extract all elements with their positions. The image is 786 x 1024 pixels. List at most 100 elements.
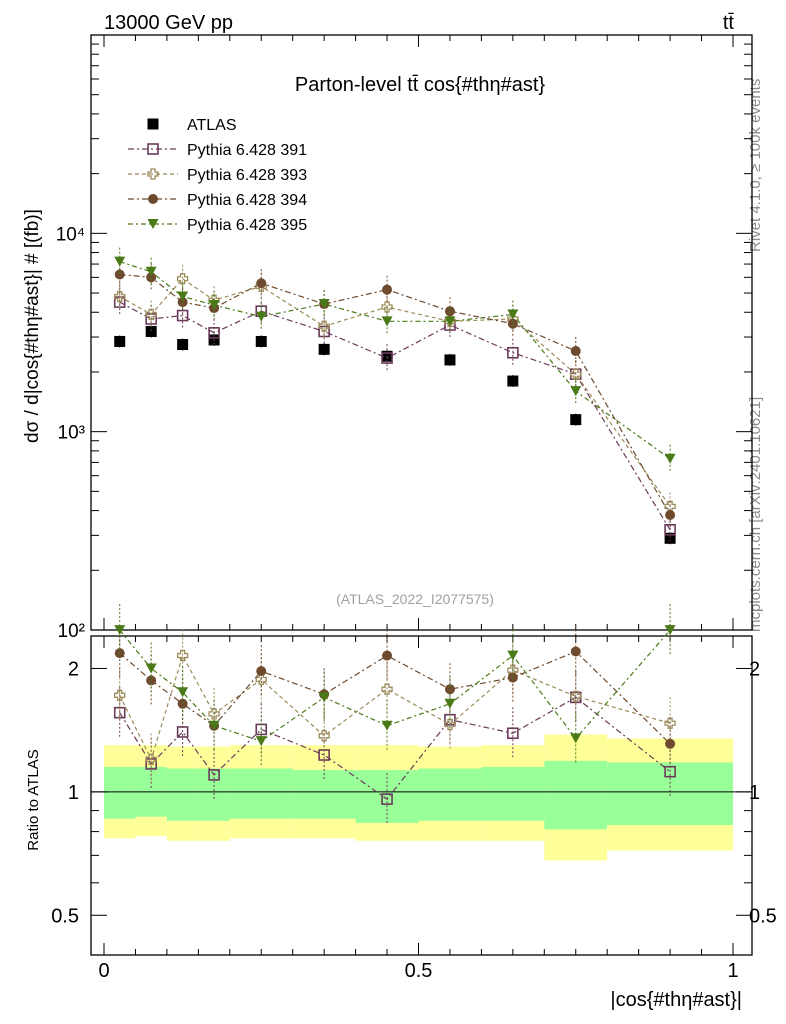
ratio-y-axis-label: Ratio to ATLAS [25, 749, 42, 850]
marker-open-square [381, 793, 393, 805]
marker-open-cross [147, 168, 159, 180]
marker-open-cross [114, 689, 126, 701]
marker-open-cross [145, 753, 157, 766]
ratio-tick-label-left: 0.5 [51, 905, 79, 927]
marker-open-square [507, 727, 519, 740]
series-line-main [119, 277, 671, 507]
band-inner-8 [481, 766, 545, 821]
ratio-tick-label-right: 2 [749, 658, 760, 680]
header-right: tt̄ [723, 12, 735, 34]
main-frame [90, 34, 753, 631]
marker-open-cross [176, 273, 189, 285]
rivet-label: Rivet 4.1.0, ≥ 100k events [747, 79, 764, 252]
marker-open-cross [664, 717, 676, 729]
series-layer [113, 247, 676, 826]
marker-filled-triangle [208, 720, 220, 731]
band-inner-0 [104, 766, 136, 819]
y-tick-label: 10² [58, 621, 85, 642]
legend: ATLAS Pythia 6.428 391 Pythia 6.428 393 Pyt… [128, 117, 307, 234]
ratio-tick-label-right: 0.5 [749, 905, 777, 927]
ratio-tick-label-left: 2 [68, 658, 79, 680]
marker-filled-triangle [255, 311, 267, 322]
marker-filled-triangle [664, 453, 676, 464]
band-inner-4 [229, 768, 293, 819]
marker-open-cross [318, 730, 330, 742]
marker-filled-triangle [145, 266, 157, 277]
y-tick-label: 10³ [58, 423, 85, 444]
band-inner-7 [418, 768, 482, 821]
ratio-tick-label-left: 1 [68, 782, 79, 804]
marker-filled-triangle [570, 733, 582, 744]
legend-label: Pythia 6.428 391 [187, 142, 307, 159]
marker-filled-triangle [444, 698, 456, 709]
marker-open-square [208, 769, 220, 781]
series-line-main [119, 261, 671, 460]
marker-open-square [507, 346, 519, 359]
marker-filled-square [177, 339, 189, 351]
marker-filled-square [147, 118, 159, 130]
marker-open-cross [570, 690, 582, 702]
marker-filled-circle [148, 194, 158, 204]
marker-filled-square [114, 335, 126, 347]
marker-open-square [664, 524, 676, 536]
x-tick-label: 1 [727, 960, 738, 982]
series-1 [114, 264, 676, 786]
marker-open-cross [145, 308, 157, 321]
marker-filled-circle [570, 346, 581, 357]
marker-filled-circle [665, 510, 676, 521]
marker-open-cross [381, 301, 393, 313]
analysis-watermark: (ATLAS_2022_I2077575) [336, 591, 494, 607]
marker-filled-circle [665, 738, 676, 749]
marker-filled-circle [382, 650, 393, 661]
marker-filled-circle [507, 318, 518, 329]
y-axis-label: dσ / d|cos{#thη#ast}| # [(fb)] [22, 209, 43, 443]
chart-title: Parton-level tt̄ cos{#thη#ast} [295, 74, 545, 96]
marker-filled-square [664, 532, 676, 544]
marker-filled-circle [146, 272, 157, 283]
marker-filled-circle [382, 284, 393, 295]
marker-filled-circle [444, 684, 455, 695]
marker-filled-triangle [114, 625, 126, 636]
axes: 0 0.5 1 10² 10³ 10⁴ 0.5 0.5 1 1 2 2 [51, 34, 777, 982]
marker-filled-triangle [177, 291, 189, 302]
marker-filled-square [255, 335, 267, 347]
marker-filled-triangle [255, 736, 267, 747]
marker-filled-circle [444, 306, 455, 317]
marker-filled-triangle [114, 256, 126, 267]
marker-filled-triangle [177, 687, 189, 698]
ratio-tick-label-right: 1 [749, 782, 760, 804]
series-line-main [119, 301, 671, 531]
series-line-ratio [119, 696, 671, 800]
series-3 [114, 247, 676, 768]
legend-label: Pythia 6.428 395 [187, 217, 307, 234]
header-left: 13000 GeV pp [104, 12, 233, 34]
marker-filled-circle [570, 646, 581, 657]
mcplots-label: mcplots.cern.ch [arXiv:2401.10621] [747, 397, 764, 632]
y-tick-label: 10⁴ [56, 224, 85, 245]
series-line-ratio [119, 629, 671, 742]
band-inner-9 [544, 760, 608, 830]
series-line-ratio [119, 650, 671, 745]
marker-open-cross [176, 649, 189, 662]
series-line-main [119, 273, 671, 516]
marker-filled-triangle [381, 720, 393, 731]
marker-filled-triangle [318, 692, 330, 703]
marker-filled-circle [256, 278, 267, 289]
marker-open-cross [114, 290, 126, 303]
marker-filled-triangle [145, 663, 157, 674]
marker-open-cross [570, 368, 582, 380]
marker-filled-square [507, 375, 519, 387]
marker-open-square [381, 352, 393, 364]
uncertainty-bands [91, 734, 752, 861]
x-tick-label: 0 [98, 960, 109, 982]
marker-filled-triangle [570, 386, 582, 397]
x-tick-label: 0.5 [405, 960, 433, 982]
marker-filled-triangle [208, 300, 220, 311]
marker-filled-triangle [318, 299, 330, 310]
marker-filled-triangle [444, 316, 456, 327]
marker-filled-triangle [147, 219, 159, 229]
marker-filled-square [145, 325, 157, 337]
legend-label: Pythia 6.428 393 [187, 167, 307, 184]
marker-filled-triangle [507, 650, 519, 661]
